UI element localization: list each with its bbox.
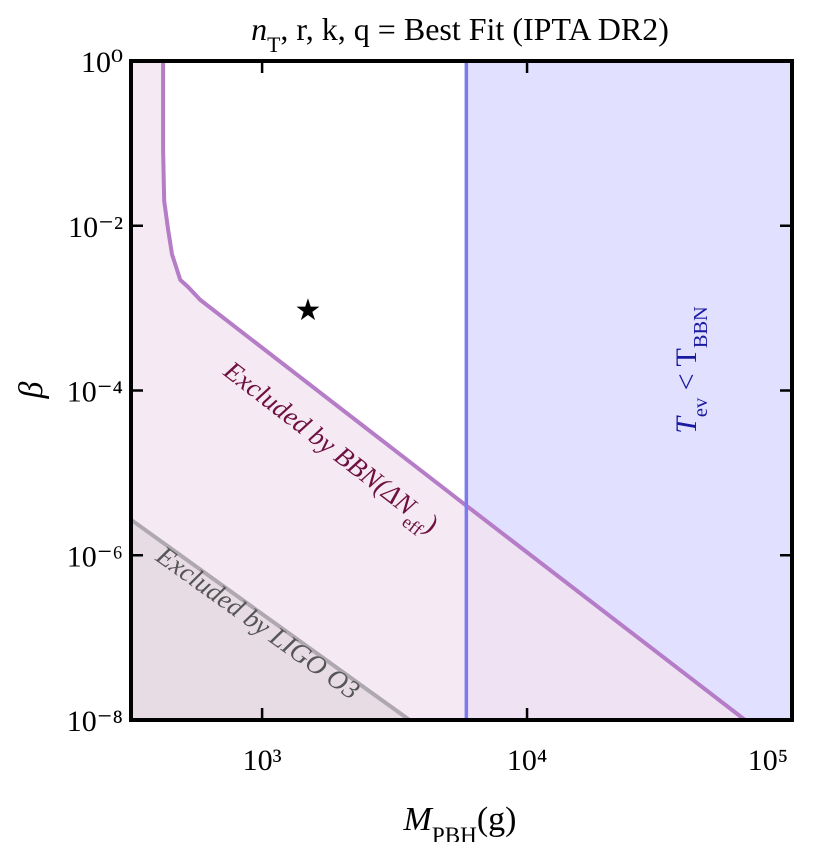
x-tick-label: 10³	[243, 744, 282, 777]
x-tick-label: 10⁵	[748, 744, 788, 777]
tev-annotation-part: BBN	[690, 306, 712, 348]
y-tick-label: 10⁻⁸	[67, 705, 123, 738]
tev-annotation: Tev < TBBN	[670, 306, 712, 434]
plot-area	[131, 61, 792, 720]
x-tick-label: 10⁴	[507, 744, 547, 777]
tev-annotation-part: < T	[670, 348, 703, 398]
chart-title-part: , r, k, q = Best Fit (IPTA DR2)	[280, 11, 668, 47]
x-axis-label-part: M	[403, 801, 434, 838]
y-tick-label: 10⁻²	[68, 211, 123, 244]
tev-annotation-part: ev	[690, 397, 712, 417]
best-fit-marker: ★	[295, 294, 322, 327]
chart-title-part: T	[267, 33, 280, 57]
y-tick-label: 10⁰	[81, 46, 123, 79]
tev-annotation-part: T	[670, 415, 703, 434]
chart-title: nT, r, k, q = Best Fit (IPTA DR2)	[251, 11, 669, 57]
chart-title-part: n	[251, 11, 267, 47]
y-tick-label: 10⁻⁴	[67, 376, 123, 409]
x-axis-label: MPBH(g)	[403, 801, 517, 842]
x-axis-label-part: PBH	[432, 823, 477, 842]
y-axis-label: β	[13, 381, 50, 399]
excluded-region	[131, 61, 746, 720]
y-tick-label: 10⁻⁶	[67, 540, 123, 573]
boundary-line	[161, 61, 747, 720]
boundary-line	[131, 518, 411, 720]
x-axis-label-part: (g)	[477, 801, 517, 838]
y-axis-label-part: β	[13, 381, 50, 399]
